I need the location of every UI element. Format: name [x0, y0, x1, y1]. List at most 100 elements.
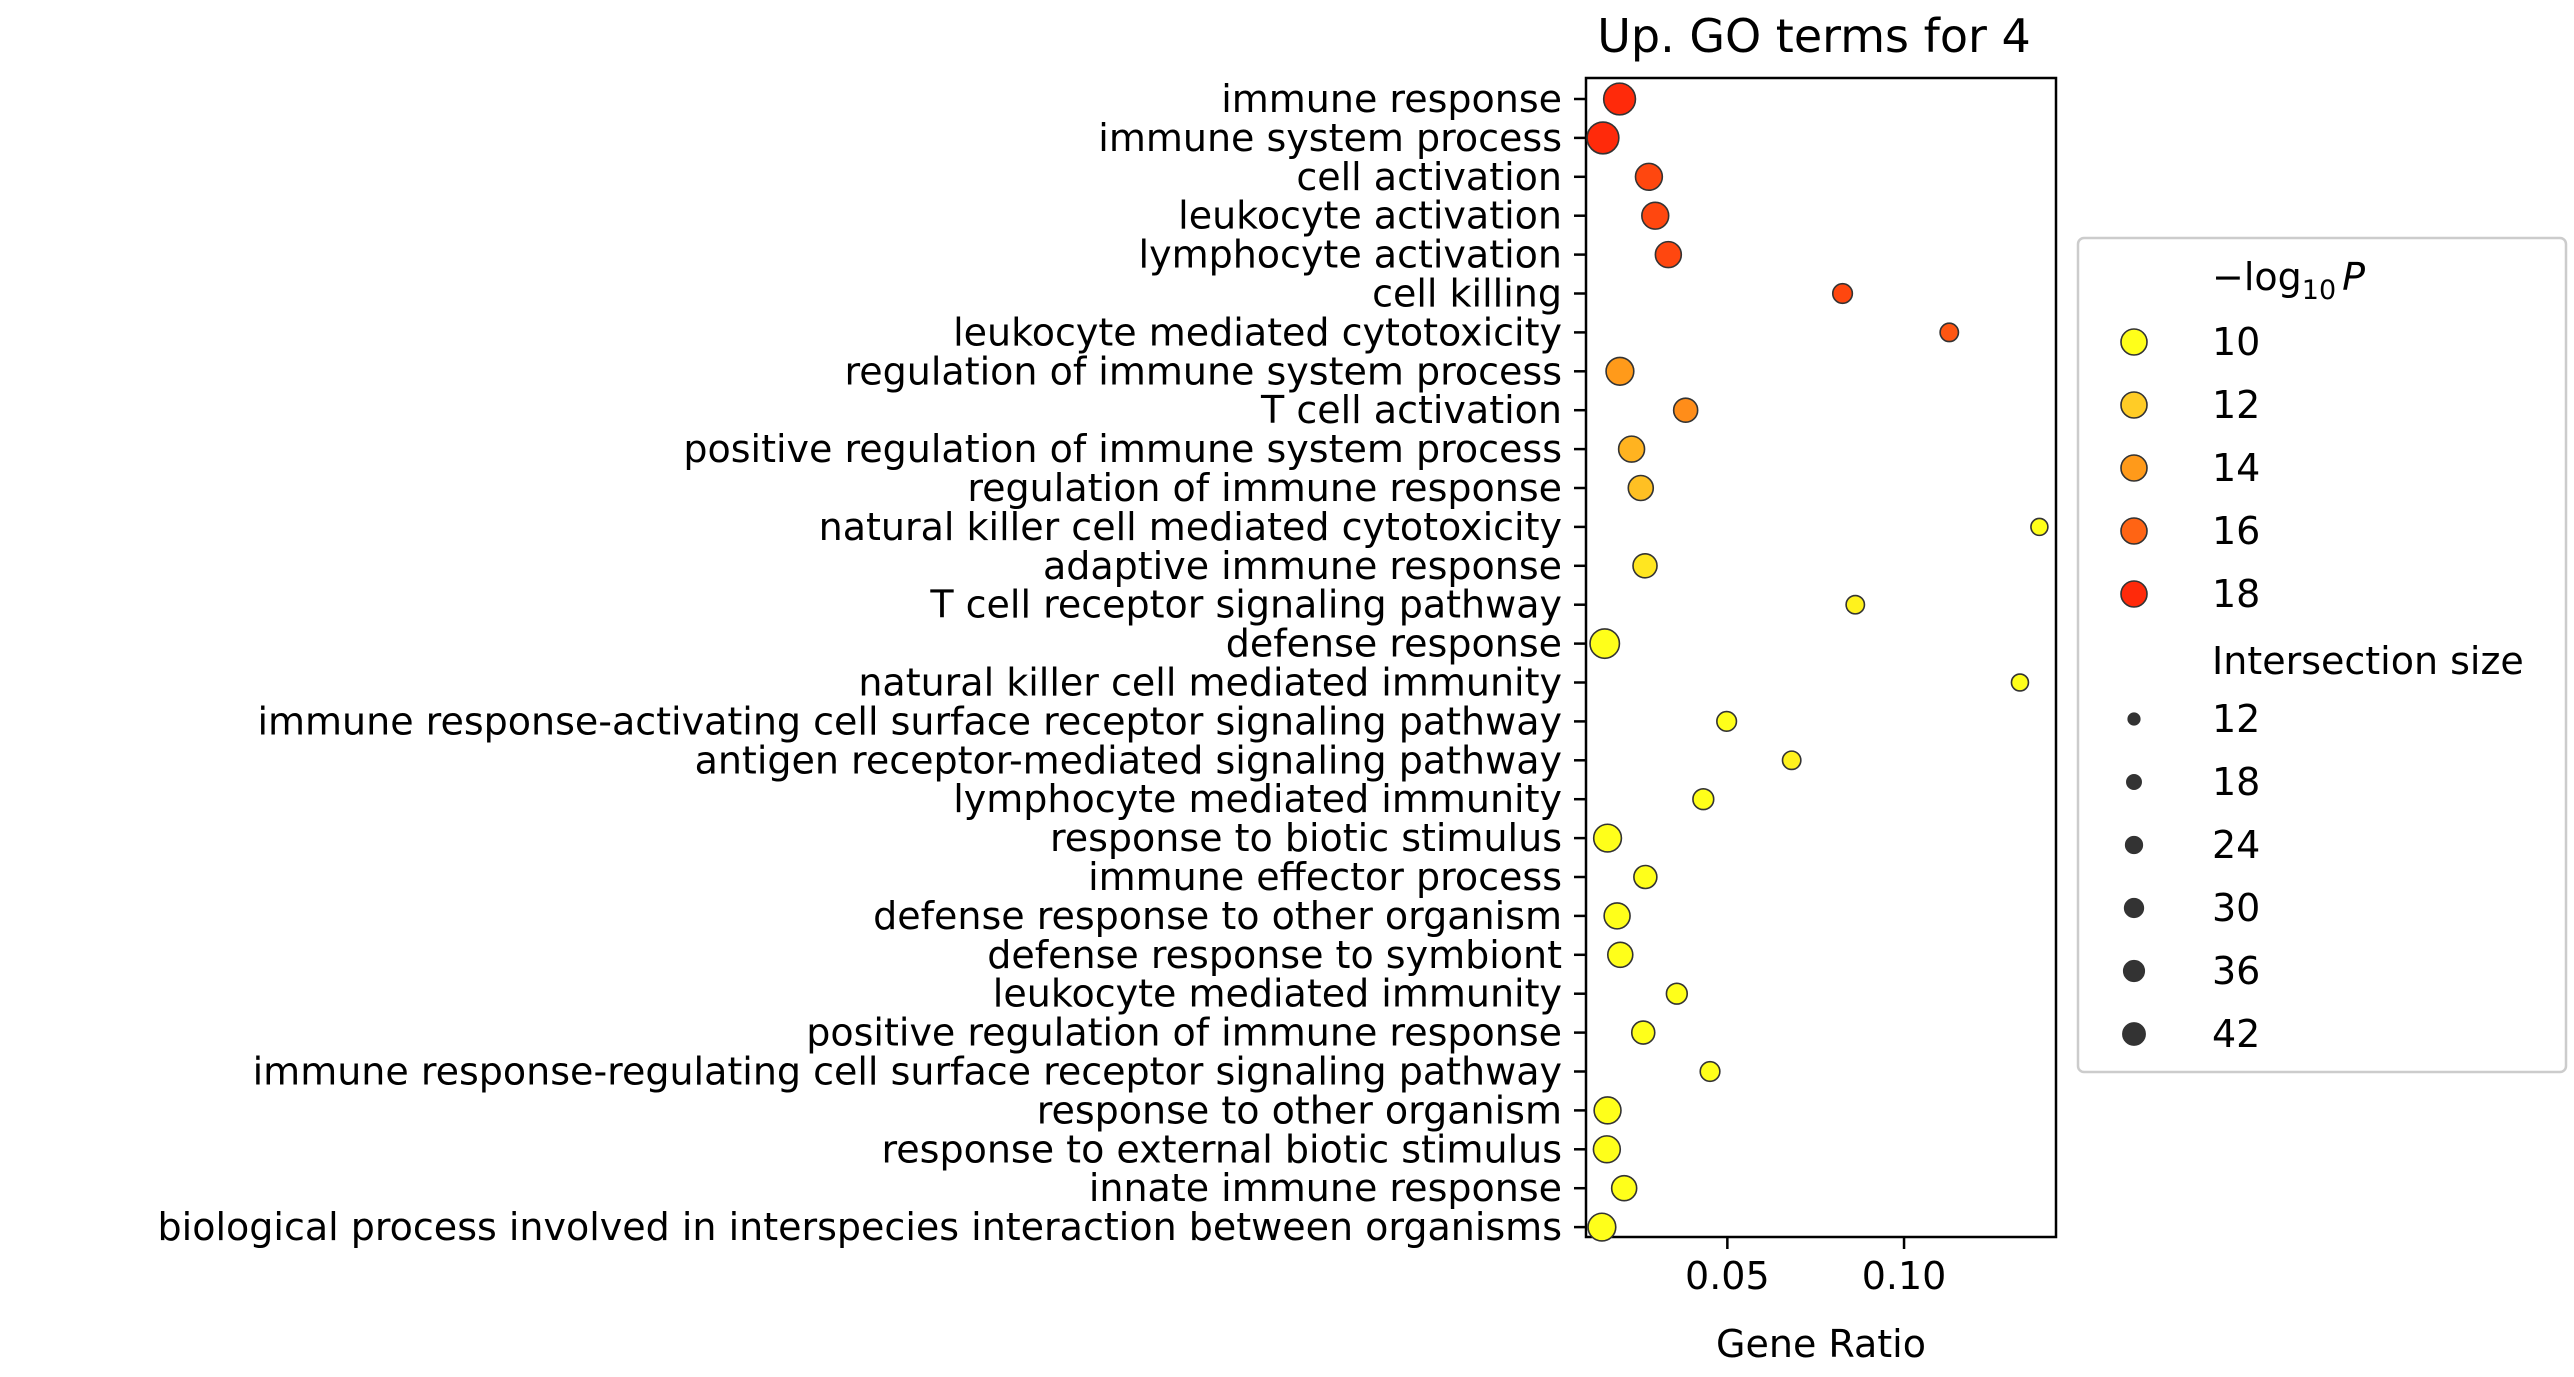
y-tick-label: leukocyte mediated immunity	[993, 972, 1562, 1016]
chart-title: Up. GO terms for 4	[1597, 9, 2031, 63]
y-tick-label: regulation of immune system process	[845, 349, 1563, 393]
data-point	[1603, 902, 1631, 930]
size-legend-label: 30	[2212, 886, 2260, 930]
color-legend-title-main: −log	[2212, 255, 2302, 299]
y-tick-label: response to biotic stimulus	[1050, 816, 1562, 860]
size-legend-label: 36	[2212, 949, 2260, 993]
y-tick-label: defense response to symbiont	[987, 933, 1562, 977]
data-point	[1831, 282, 1854, 305]
data-point	[1593, 1096, 1622, 1125]
y-tick-label: response to external biotic stimulus	[882, 1127, 1563, 1171]
data-point	[1641, 201, 1670, 230]
data-point	[1634, 162, 1664, 192]
y-tick-label: lymphocyte mediated immunity	[953, 777, 1562, 821]
data-point	[1845, 594, 1866, 615]
color-legend-swatch	[2120, 328, 2148, 356]
data-point	[1632, 552, 1658, 579]
y-tick-label: immune response	[1221, 77, 1562, 121]
color-legend-title-var: P	[2342, 255, 2365, 299]
size-legend-label: 18	[2212, 760, 2260, 804]
color-legend-label: 16	[2212, 509, 2260, 553]
data-point	[1633, 864, 1658, 890]
y-tick-label: immune response-activating cell surface …	[257, 699, 1562, 743]
y-tick-label: cell killing	[1372, 272, 1562, 316]
y-tick-label: immune effector process	[1088, 855, 1562, 899]
data-point	[1627, 474, 1655, 502]
data-point	[1592, 823, 1623, 853]
color-legend-swatch	[2120, 580, 2148, 608]
plot-area-frame	[1584, 76, 2058, 1239]
y-tick-label: T cell activation	[1260, 388, 1562, 432]
y-tick-label: defense response to other organism	[873, 894, 1562, 938]
y-tick-label: immune response-regulating cell surface …	[253, 1050, 1562, 1094]
color-legend-title: −log10 P	[2212, 255, 2365, 306]
data-point	[1672, 397, 1699, 424]
data-point	[1605, 356, 1635, 386]
y-tick-label: biological process involved in interspec…	[158, 1205, 1562, 1249]
y-tick-label: defense response	[1226, 622, 1562, 666]
data-points	[1586, 82, 2049, 1242]
size-legend-marker	[2122, 1022, 2146, 1046]
y-tick-label: positive regulation of immune response	[806, 1011, 1562, 1055]
color-legend-label: 10	[2212, 320, 2260, 364]
legend-frame	[2076, 236, 2568, 1074]
y-tick-label: innate immune response	[1089, 1166, 1562, 1210]
y-tick-label: natural killer cell mediated cytotoxicit…	[819, 505, 1562, 549]
data-point	[1699, 1060, 1721, 1083]
data-point	[1654, 240, 1683, 269]
y-tick-label: positive regulation of immune system pro…	[683, 427, 1562, 471]
color-legend-title-sub: 10	[2302, 275, 2336, 306]
x-axis: 0.05 0.10	[1685, 1237, 1946, 1298]
y-tick-label: immune system process	[1098, 116, 1562, 160]
size-legend-label: 12	[2212, 697, 2260, 741]
size-legend-title: Intersection size	[2212, 639, 2524, 683]
data-point	[1692, 788, 1715, 811]
color-legend-swatch	[2120, 454, 2148, 482]
y-tick-label: leukocyte mediated cytotoxicity	[953, 310, 1562, 354]
data-point	[1602, 82, 1637, 116]
data-point	[2030, 517, 2049, 537]
size-legend-label: 42	[2212, 1012, 2260, 1056]
size-legend-marker	[2122, 959, 2146, 983]
x-tick-label: 0.10	[1862, 1254, 1947, 1298]
color-legend-label: 14	[2212, 446, 2260, 490]
y-tick-label: leukocyte activation	[1178, 194, 1562, 238]
data-point	[1630, 1020, 1656, 1045]
y-tick-label: cell activation	[1296, 155, 1562, 199]
color-legend: 10 12 14 16 18	[2120, 320, 2260, 616]
data-point	[1586, 121, 1620, 155]
color-legend-label: 12	[2212, 383, 2260, 427]
size-legend-marker	[2126, 774, 2142, 790]
data-point	[1587, 1212, 1617, 1242]
size-legend-marker	[2123, 897, 2145, 919]
data-point	[1781, 750, 1802, 771]
size-legend-label: 24	[2212, 823, 2260, 867]
data-point	[1939, 322, 1960, 343]
color-legend-label: 18	[2212, 572, 2260, 616]
data-point	[1606, 941, 1634, 969]
y-tick-label: adaptive immune response	[1043, 544, 1562, 588]
data-point	[1665, 982, 1689, 1005]
y-tick-label: T cell receptor signaling pathway	[929, 583, 1562, 627]
y-tick-label: lymphocyte activation	[1139, 233, 1562, 277]
x-axis-label: Gene Ratio	[1716, 1322, 1926, 1366]
data-point	[2010, 673, 2030, 692]
color-legend-swatch	[2120, 517, 2148, 545]
y-tick-label: antigen receptor-mediated signaling path…	[695, 738, 1562, 782]
x-tick-label: 0.05	[1685, 1254, 1770, 1298]
y-tick-label: response to other organism	[1037, 1088, 1562, 1132]
y-tick-label: natural killer cell mediated immunity	[858, 661, 1562, 705]
y-tick-label: regulation of immune response	[967, 466, 1562, 510]
data-point	[1589, 628, 1621, 660]
data-point	[1610, 1174, 1638, 1202]
data-point	[1592, 1135, 1622, 1164]
size-legend-marker	[2124, 835, 2144, 855]
size-legend-marker	[2127, 712, 2141, 726]
size-legend: 12 18 24 30 36 42	[2122, 697, 2260, 1056]
data-point	[1617, 435, 1646, 463]
color-legend-swatch	[2120, 391, 2148, 419]
data-point	[1716, 710, 1738, 733]
